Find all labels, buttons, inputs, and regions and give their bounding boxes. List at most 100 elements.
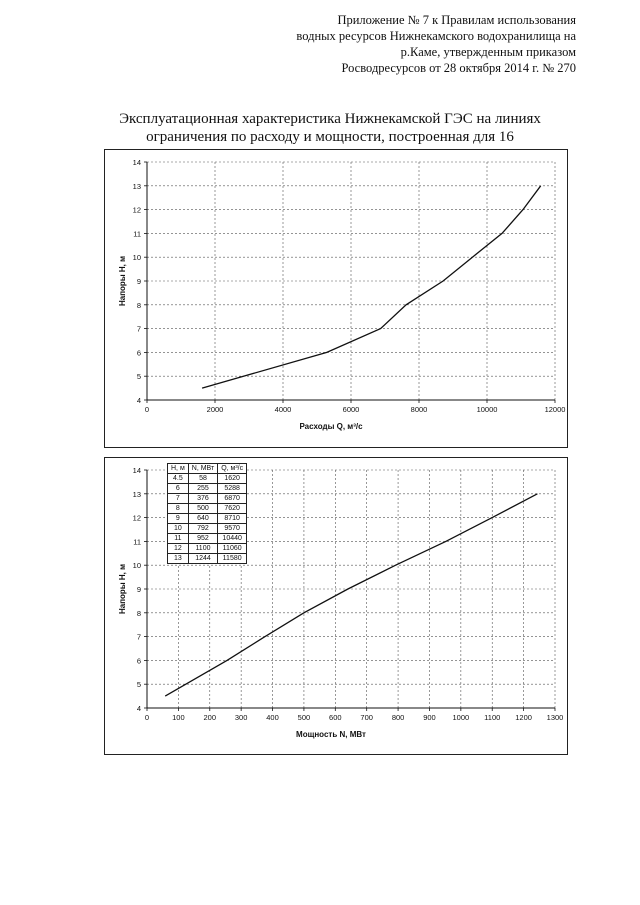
table-cell: 1244 bbox=[187, 553, 219, 564]
table-header-row: Н, м N, МВт Q, м³/с bbox=[167, 463, 248, 474]
table-cell: 11060 bbox=[217, 543, 248, 554]
table-cell: 9 bbox=[167, 513, 189, 524]
table-cell: 5288 bbox=[217, 483, 248, 494]
x-tick-label: 12000 bbox=[545, 405, 566, 414]
table-row: 7 376 6870 bbox=[167, 493, 248, 504]
y-tick-label: 14 bbox=[133, 158, 141, 167]
table-row: 13 1244 11580 bbox=[167, 553, 248, 564]
table-row: 10 792 9570 bbox=[167, 523, 248, 534]
table-cell: 6870 bbox=[217, 493, 248, 504]
document-header: Приложение № 7 к Правилам использования … bbox=[256, 12, 576, 76]
chart-discharge-head: 0 2000 4000 6000 8000 10000 12000 4 5 6 7 8 9 10 11 12 1… bbox=[104, 149, 568, 448]
table-cell: 500 bbox=[187, 503, 219, 514]
chart-power-head: 0 100 200 300 400 500 600 700 800 900 1000 1100 1200… bbox=[104, 457, 568, 755]
x-tick-label: 1300 bbox=[547, 713, 564, 722]
y-tick-label: 7 bbox=[137, 633, 141, 642]
y-tick-label: 8 bbox=[137, 301, 141, 310]
y-tick-label: 4 bbox=[137, 704, 141, 713]
table-cell: 640 bbox=[187, 513, 219, 524]
y-tick-label: 11 bbox=[133, 537, 141, 546]
table-cell: 8 bbox=[167, 503, 189, 514]
x-axis-label: Мощность N, МВт bbox=[296, 730, 366, 739]
table-cell: 11580 bbox=[217, 553, 248, 564]
table-header-cell: Q, м³/с bbox=[217, 463, 248, 474]
table-cell: 6 bbox=[167, 483, 189, 494]
table-cell: 8710 bbox=[217, 513, 248, 524]
x-tick-label: 1000 bbox=[453, 713, 470, 722]
x-tick-label: 4000 bbox=[275, 405, 292, 414]
table-row: 4.5 58 1620 bbox=[167, 473, 248, 484]
x-tick-label: 0 bbox=[145, 405, 149, 414]
chart-1-svg: 0 2000 4000 6000 8000 10000 12000 4 5 6 7 8 9 10 11 12 1… bbox=[118, 158, 566, 431]
y-tick-label: 10 bbox=[133, 561, 141, 570]
x-tick-label: 0 bbox=[145, 713, 149, 722]
x-tick-label: 400 bbox=[266, 713, 279, 722]
y-tick-label: 9 bbox=[137, 585, 141, 594]
table-cell: 952 bbox=[187, 533, 219, 544]
x-tick-label: 700 bbox=[360, 713, 373, 722]
y-tick-label: 13 bbox=[133, 182, 141, 191]
x-tick-label: 600 bbox=[329, 713, 342, 722]
table-cell: 58 bbox=[187, 473, 219, 484]
table-row: 9 640 8710 bbox=[167, 513, 248, 524]
chart-2-svg: 0 100 200 300 400 500 600 700 800 900 1000 1100 1200… bbox=[118, 466, 564, 739]
table-cell: 792 bbox=[187, 523, 219, 534]
title-line: Эксплуатационная характеристика Нижнекам… bbox=[119, 111, 541, 127]
x-tick-label: 300 bbox=[235, 713, 248, 722]
x-tick-label: 2000 bbox=[207, 405, 224, 414]
header-line: водных ресурсов Нижнекамского водохранил… bbox=[296, 29, 576, 43]
table-header-cell: Н, м bbox=[167, 463, 189, 474]
series-line bbox=[164, 493, 538, 697]
header-line: Приложение № 7 к Правилам использования bbox=[337, 13, 576, 27]
table-cell: 12 bbox=[167, 543, 189, 554]
y-axis-label: Напоры Н, м bbox=[118, 564, 127, 614]
header-line: Росводресурсов от 28 октября 2014 г. № 2… bbox=[341, 61, 576, 75]
y-tick-label: 9 bbox=[137, 277, 141, 286]
table-cell: 255 bbox=[187, 483, 219, 494]
y-tick-label: 7 bbox=[137, 325, 141, 334]
table-cell: 7620 bbox=[217, 503, 248, 514]
table-row: 6 255 5288 bbox=[167, 483, 248, 494]
y-tick-label: 12 bbox=[133, 514, 141, 523]
y-tick-label: 6 bbox=[137, 656, 141, 665]
y-tick-label: 13 bbox=[133, 490, 141, 499]
table-cell: 4.5 bbox=[167, 473, 189, 484]
table-row: 11 952 10440 bbox=[167, 533, 248, 544]
x-tick-label: 8000 bbox=[411, 405, 428, 414]
x-tick-label: 10000 bbox=[477, 405, 498, 414]
table-cell: 1620 bbox=[217, 473, 248, 484]
x-tick-label: 200 bbox=[204, 713, 217, 722]
table-cell: 9570 bbox=[217, 523, 248, 534]
y-tick-label: 8 bbox=[137, 609, 141, 618]
table-cell: 13 bbox=[167, 553, 189, 564]
x-tick-label: 6000 bbox=[343, 405, 360, 414]
y-axis-label: Напоры Н, м bbox=[118, 256, 127, 306]
y-tick-label: 12 bbox=[133, 206, 141, 215]
table-cell: 10 bbox=[167, 523, 189, 534]
table-cell: 10440 bbox=[217, 533, 248, 544]
table-cell: 376 bbox=[187, 493, 219, 504]
table-cell: 1100 bbox=[187, 543, 219, 554]
y-tick-label: 4 bbox=[137, 396, 141, 405]
table-row: 12 1100 11060 bbox=[167, 543, 248, 554]
header-line: р.Каме, утвержденным приказом bbox=[400, 45, 576, 59]
x-tick-label: 800 bbox=[392, 713, 405, 722]
x-tick-label: 100 bbox=[172, 713, 185, 722]
y-tick-label: 6 bbox=[137, 348, 141, 357]
data-table: Н, м N, МВт Q, м³/с 4.5 58 1620 6 255 5288 7 37… bbox=[167, 463, 248, 564]
x-tick-label: 500 bbox=[298, 713, 311, 722]
x-axis-label: Расходы Q, м³/с bbox=[299, 422, 363, 431]
table-cell: 11 bbox=[167, 533, 189, 544]
table-cell: 7 bbox=[167, 493, 189, 504]
y-tick-label: 14 bbox=[133, 466, 141, 475]
y-tick-label: 10 bbox=[133, 253, 141, 262]
table-header-cell: N, МВт bbox=[187, 463, 219, 474]
x-tick-label: 1200 bbox=[515, 713, 532, 722]
series-line bbox=[201, 185, 542, 389]
table-row: 8 500 7620 bbox=[167, 503, 248, 514]
x-tick-label: 1100 bbox=[484, 713, 500, 722]
y-tick-label: 5 bbox=[137, 372, 141, 381]
y-tick-label: 5 bbox=[137, 680, 141, 689]
x-tick-label: 900 bbox=[423, 713, 436, 722]
y-tick-label: 11 bbox=[133, 229, 141, 238]
